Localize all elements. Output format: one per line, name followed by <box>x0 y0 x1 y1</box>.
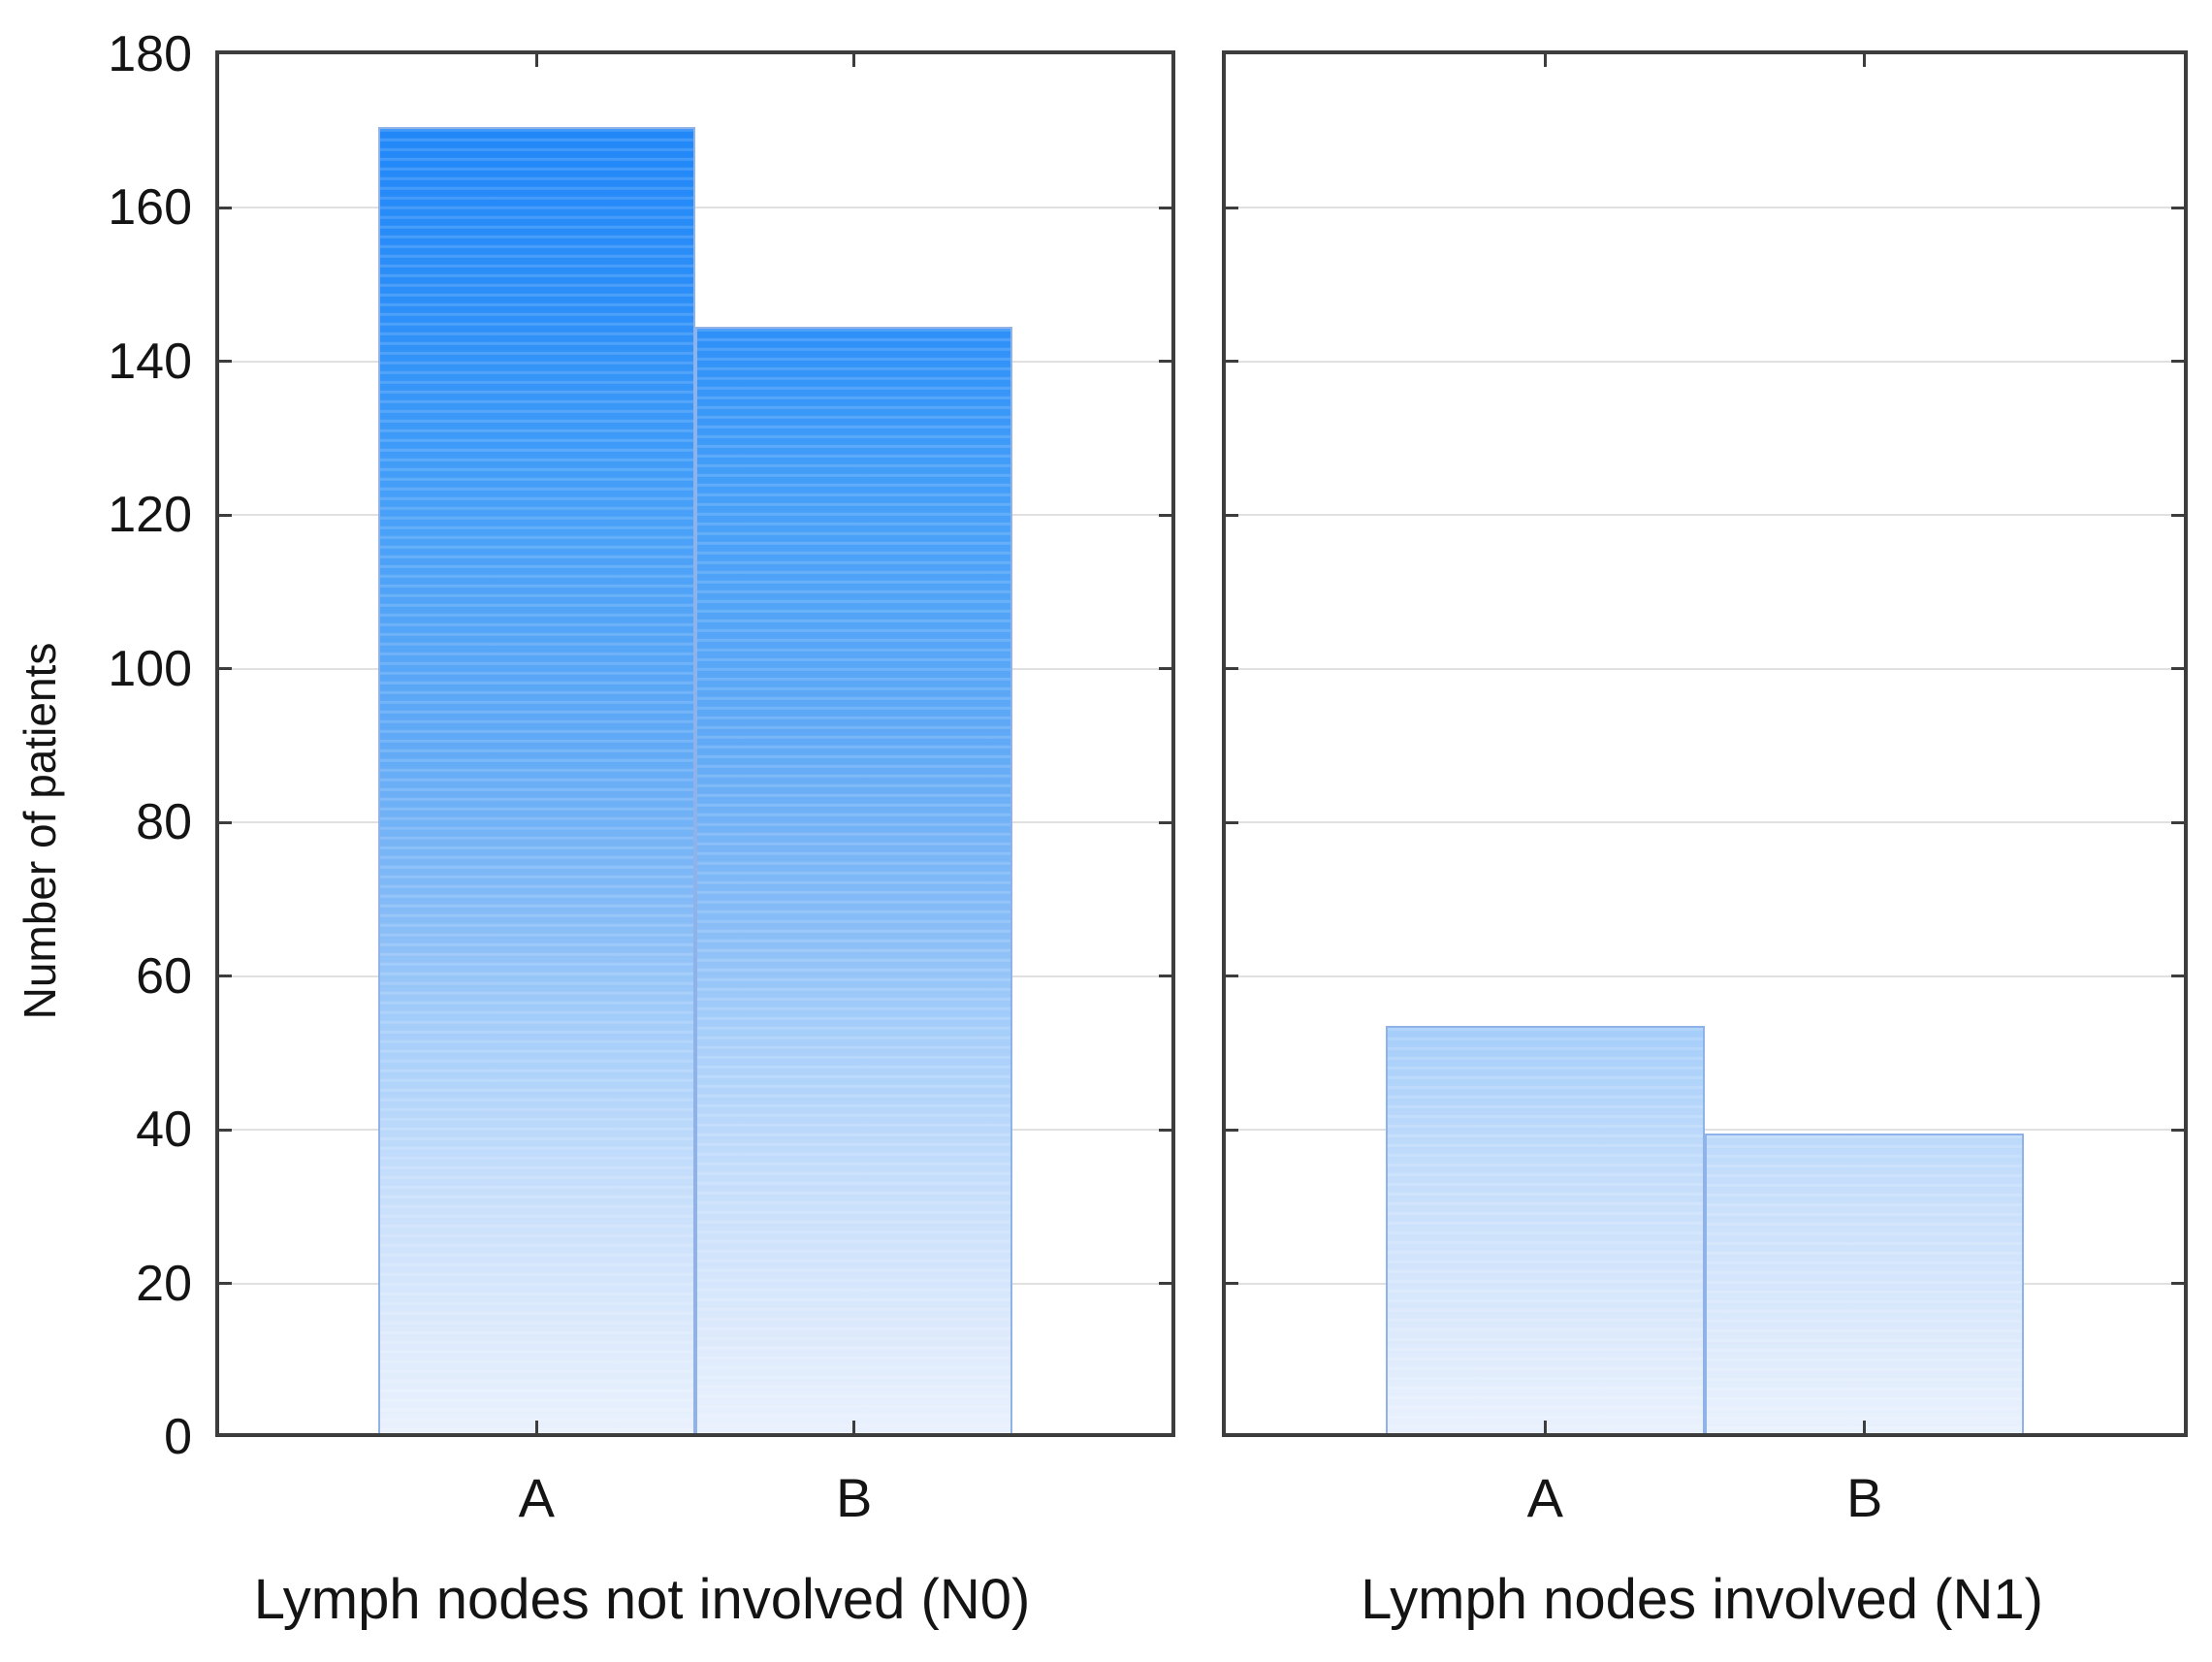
y-tick-left-80 <box>219 820 232 824</box>
y-tick-right-40 <box>1159 1128 1171 1132</box>
panel-lymph-nodes-involved <box>1222 50 2188 1437</box>
y-tick-right-80 <box>2171 820 2184 824</box>
y-tick-label-80: 80 <box>136 794 192 851</box>
y-tick-label-180: 180 <box>108 26 192 82</box>
gridline-y-100 <box>1226 667 2184 670</box>
panel-caption-n0: Lymph nodes not involved (N0) <box>253 1568 1031 1631</box>
y-tick-left-20 <box>1226 1282 1238 1286</box>
gridline-y-160 <box>1226 207 2184 209</box>
y-tick-left-100 <box>1226 667 1238 671</box>
x-tick-top-a <box>1543 54 1547 67</box>
y-tick-right-160 <box>1159 206 1171 209</box>
y-tick-left-40 <box>1226 1128 1238 1132</box>
y-tick-right-120 <box>1159 513 1171 517</box>
y-tick-right-100 <box>1159 667 1171 671</box>
y-tick-right-20 <box>1159 1282 1171 1286</box>
y-tick-label-40: 40 <box>136 1102 192 1159</box>
y-tick-label-120: 120 <box>108 487 192 544</box>
y-tick-label-140: 140 <box>108 333 192 390</box>
y-tick-right-20 <box>2171 1282 2184 1286</box>
x-tick-bottom-a <box>1543 1421 1547 1433</box>
y-tick-left-60 <box>1226 975 1238 978</box>
x-category-label-b-n0: B <box>835 1467 873 1528</box>
x-tick-bottom-b <box>1863 1421 1867 1433</box>
x-tick-top-b <box>852 54 856 67</box>
gridline-y-120 <box>1226 514 2184 517</box>
x-tick-top-b <box>1863 54 1867 67</box>
gridline-y-60 <box>1226 975 2184 977</box>
x-tick-bottom-a <box>534 1421 538 1433</box>
bar-b-n1 <box>1705 1134 2025 1433</box>
y-tick-left-120 <box>1226 513 1238 517</box>
y-tick-left-80 <box>1226 820 1238 824</box>
gridline-y-140 <box>1226 360 2184 363</box>
bar-b-n0 <box>695 327 1013 1433</box>
y-tick-label-0: 0 <box>164 1409 192 1465</box>
bar-a-n0 <box>377 127 695 1433</box>
y-tick-right-160 <box>2171 206 2184 209</box>
panel-caption-n1: Lymph nodes involved (N1) <box>1361 1568 2043 1631</box>
x-tick-top-a <box>534 54 538 67</box>
gridline-y-40 <box>1226 1129 2184 1132</box>
y-tick-right-120 <box>2171 513 2184 517</box>
x-category-label-a-n0: A <box>518 1467 555 1528</box>
panel-lymph-nodes-not-involved <box>215 50 1175 1437</box>
y-tick-right-100 <box>2171 667 2184 671</box>
y-tick-left-40 <box>219 1128 232 1132</box>
y-tick-left-20 <box>219 1282 232 1286</box>
y-tick-label-100: 100 <box>108 640 192 697</box>
y-tick-right-60 <box>2171 975 2184 978</box>
gridline-y-80 <box>1226 821 2184 824</box>
y-tick-right-80 <box>1159 820 1171 824</box>
y-tick-label-60: 60 <box>136 947 192 1005</box>
y-tick-label-160: 160 <box>108 179 192 237</box>
y-tick-left-120 <box>219 513 232 517</box>
y-tick-left-60 <box>219 975 232 978</box>
bar-a-n1 <box>1385 1026 1705 1433</box>
y-tick-left-140 <box>219 360 232 364</box>
y-tick-right-140 <box>1159 360 1171 364</box>
y-tick-left-160 <box>219 206 232 209</box>
y-tick-right-140 <box>2171 360 2184 364</box>
y-tick-right-40 <box>2171 1128 2184 1132</box>
x-category-label-a-n1: A <box>1526 1467 1563 1528</box>
x-tick-bottom-b <box>852 1421 856 1433</box>
y-tick-left-160 <box>1226 206 1238 209</box>
y-tick-left-140 <box>1226 360 1238 364</box>
gridline-y-160 <box>219 207 1171 209</box>
x-category-label-b-n1: B <box>1845 1467 1883 1528</box>
y-tick-right-60 <box>1159 975 1171 978</box>
y-tick-left-100 <box>219 667 232 671</box>
y-tick-label-20: 20 <box>136 1255 192 1312</box>
